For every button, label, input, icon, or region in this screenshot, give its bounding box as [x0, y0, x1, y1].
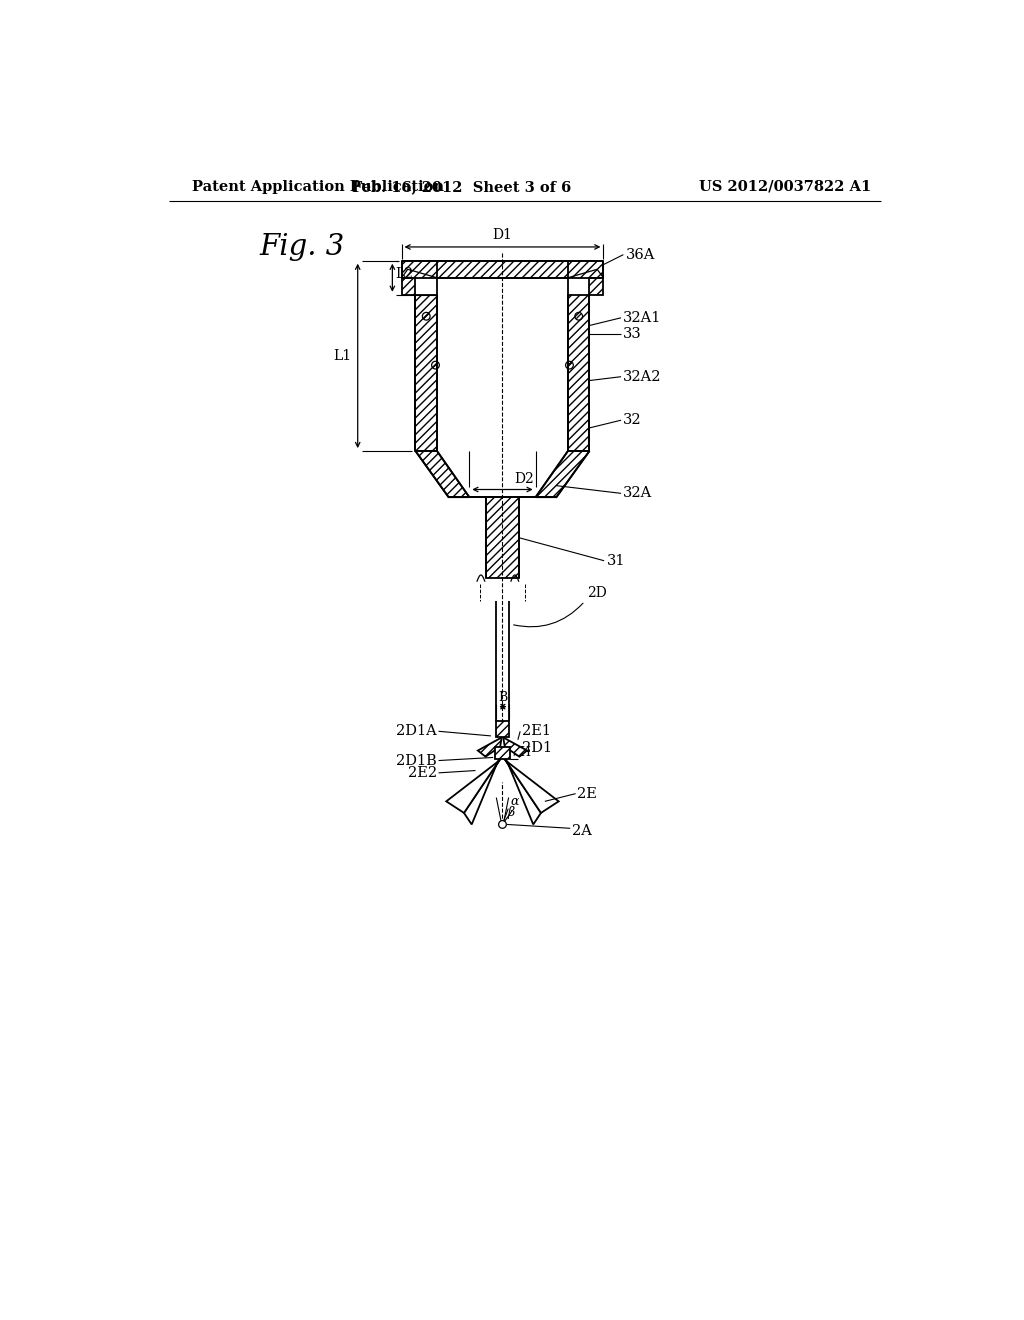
Bar	[495, 747, 510, 759]
Polygon shape	[478, 738, 502, 756]
Bar	[568, 294, 590, 451]
Text: 32A1: 32A1	[624, 310, 662, 325]
Text: 32A: 32A	[624, 486, 652, 500]
Polygon shape	[503, 738, 527, 756]
Text: α: α	[510, 795, 519, 808]
Text: 2A: 2A	[571, 824, 592, 838]
Text: 32A2: 32A2	[624, 370, 662, 384]
Polygon shape	[464, 759, 500, 825]
Polygon shape	[446, 759, 500, 813]
Polygon shape	[505, 759, 541, 825]
Polygon shape	[536, 451, 590, 498]
Text: 2D1A: 2D1A	[396, 725, 437, 738]
Text: L2: L2	[395, 267, 414, 281]
Text: B: B	[499, 690, 508, 704]
Text: Fig. 3: Fig. 3	[260, 232, 345, 261]
Text: β: β	[507, 807, 514, 820]
Text: 2E: 2E	[578, 787, 597, 801]
Text: US 2012/0037822 A1: US 2012/0037822 A1	[699, 180, 871, 194]
Bar	[497, 721, 509, 738]
Text: 31: 31	[606, 553, 625, 568]
Text: Patent Application Publication: Patent Application Publication	[193, 180, 444, 194]
Text: L1: L1	[334, 348, 351, 363]
Polygon shape	[505, 759, 559, 813]
Bar	[401, 277, 416, 294]
Text: 2D1B: 2D1B	[396, 754, 437, 767]
Text: H: H	[519, 746, 530, 759]
Bar	[416, 294, 437, 451]
Bar	[401, 261, 603, 277]
Bar	[486, 498, 518, 578]
Text: 2E1: 2E1	[521, 725, 551, 738]
Text: Feb. 16, 2012  Sheet 3 of 6: Feb. 16, 2012 Sheet 3 of 6	[352, 180, 571, 194]
Bar	[590, 277, 603, 294]
Text: 2E2: 2E2	[408, 766, 437, 780]
Text: 2D: 2D	[587, 586, 607, 599]
Text: D1: D1	[493, 228, 512, 243]
Text: D2: D2	[514, 473, 534, 487]
Text: 32: 32	[624, 413, 642, 428]
Polygon shape	[416, 451, 469, 498]
Text: 36A: 36A	[626, 248, 655, 261]
Text: 2D1: 2D1	[521, 742, 552, 755]
Text: 33: 33	[624, 327, 642, 342]
Circle shape	[499, 821, 506, 829]
